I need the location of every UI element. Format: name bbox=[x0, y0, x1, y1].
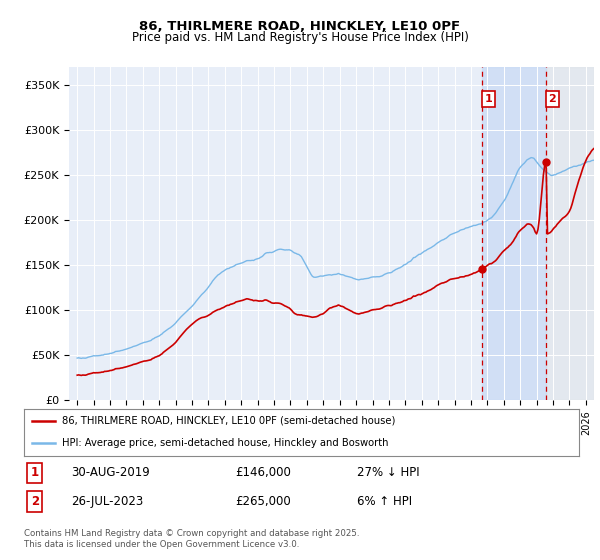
Text: 86, THIRLMERE ROAD, HINCKLEY, LE10 0PF: 86, THIRLMERE ROAD, HINCKLEY, LE10 0PF bbox=[139, 20, 461, 32]
Text: £146,000: £146,000 bbox=[235, 466, 291, 479]
Text: £265,000: £265,000 bbox=[235, 495, 290, 508]
Text: 2: 2 bbox=[548, 94, 556, 104]
Text: 27% ↓ HPI: 27% ↓ HPI bbox=[357, 466, 419, 479]
Bar bbox=[482, 67, 546, 400]
Text: Price paid vs. HM Land Registry's House Price Index (HPI): Price paid vs. HM Land Registry's House … bbox=[131, 31, 469, 44]
Text: 30-AUG-2019: 30-AUG-2019 bbox=[71, 466, 150, 479]
Bar bbox=[546, 67, 594, 400]
Text: 86, THIRLMERE ROAD, HINCKLEY, LE10 0PF (semi-detached house): 86, THIRLMERE ROAD, HINCKLEY, LE10 0PF (… bbox=[62, 416, 395, 426]
Text: 1: 1 bbox=[484, 94, 492, 104]
Text: 2: 2 bbox=[31, 495, 39, 508]
Text: 26-JUL-2023: 26-JUL-2023 bbox=[71, 495, 143, 508]
Bar bbox=[546, 67, 594, 400]
Text: Contains HM Land Registry data © Crown copyright and database right 2025.
This d: Contains HM Land Registry data © Crown c… bbox=[24, 529, 359, 549]
Text: 6% ↑ HPI: 6% ↑ HPI bbox=[357, 495, 412, 508]
Text: 1: 1 bbox=[31, 466, 39, 479]
Text: HPI: Average price, semi-detached house, Hinckley and Bosworth: HPI: Average price, semi-detached house,… bbox=[62, 438, 388, 448]
